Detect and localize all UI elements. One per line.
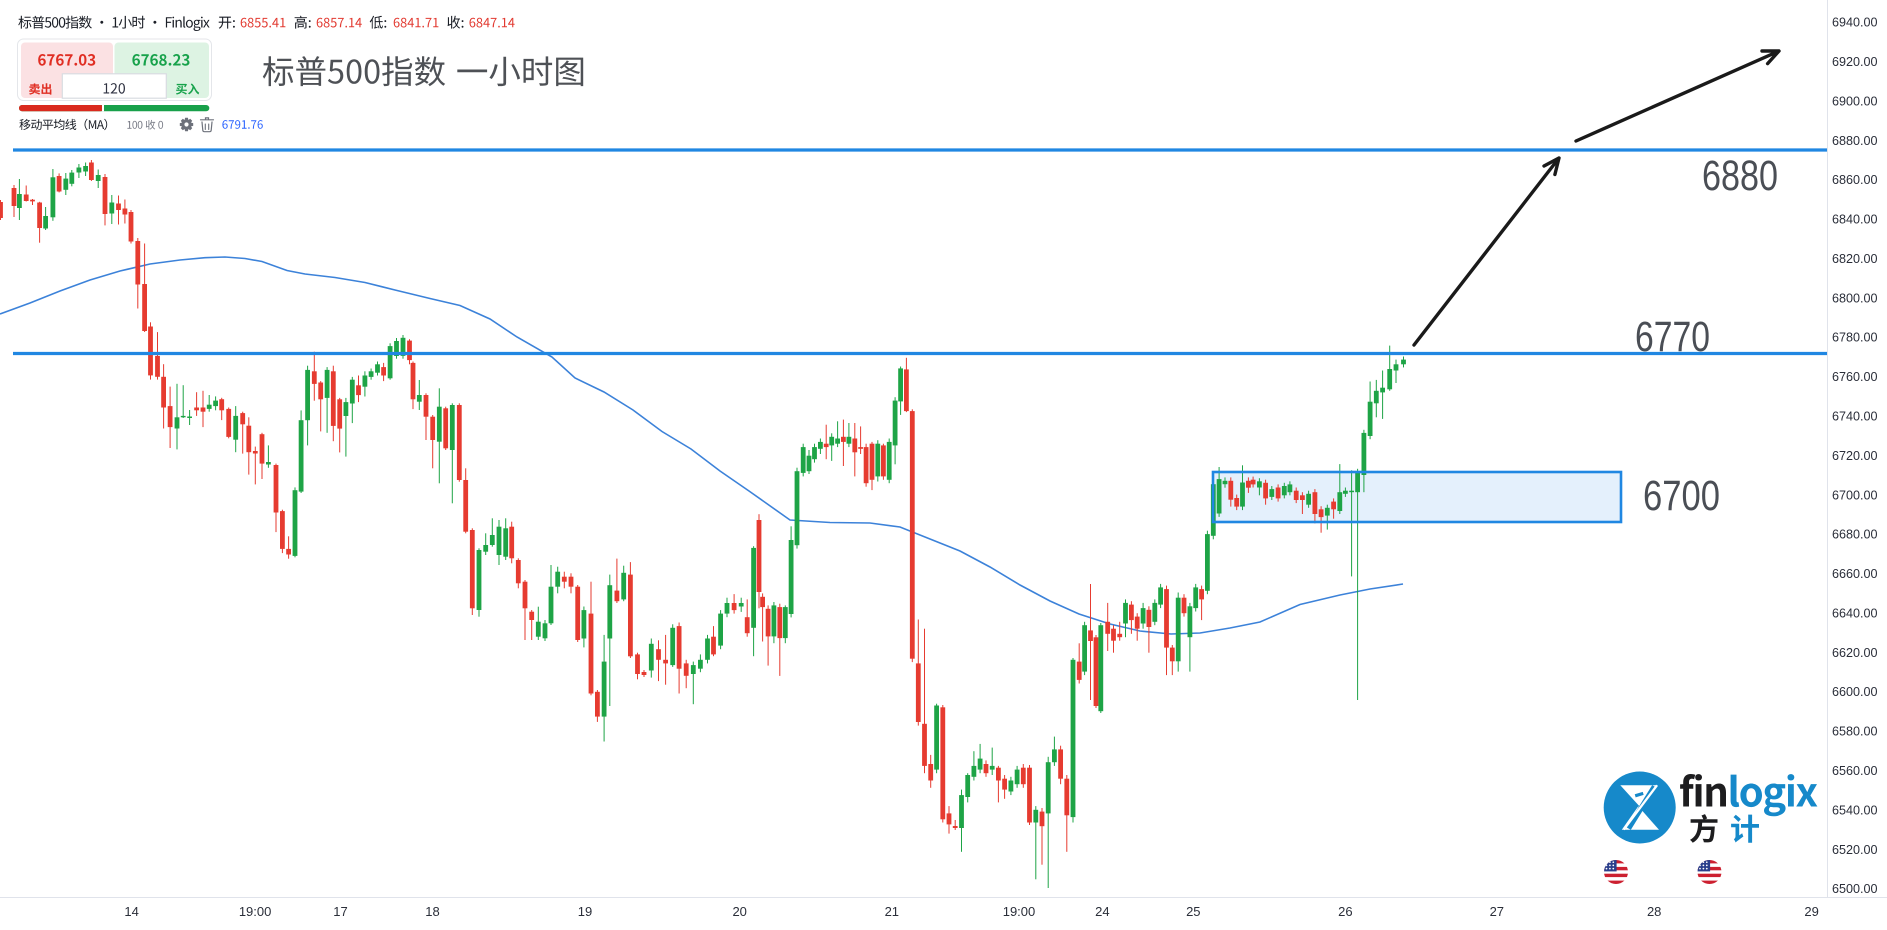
svg-text:6940.00: 6940.00	[1832, 15, 1878, 30]
svg-text:25: 25	[1186, 904, 1200, 919]
svg-text:6700.00: 6700.00	[1832, 487, 1878, 502]
svg-text:6720.00: 6720.00	[1832, 448, 1878, 463]
svg-text:14: 14	[124, 904, 138, 919]
svg-text:26: 26	[1338, 904, 1352, 919]
svg-text:6860.00: 6860.00	[1832, 172, 1878, 187]
svg-text:6700: 6700	[1643, 472, 1720, 520]
svg-text:17: 17	[333, 904, 347, 919]
svg-text:20: 20	[732, 904, 746, 919]
svg-text:18: 18	[425, 904, 439, 919]
svg-text:19:00: 19:00	[239, 904, 272, 919]
svg-text:6800.00: 6800.00	[1832, 290, 1878, 305]
svg-text:6770: 6770	[1635, 313, 1710, 361]
svg-text:6760.00: 6760.00	[1832, 369, 1878, 384]
svg-text:6580.00: 6580.00	[1832, 724, 1878, 739]
svg-text:6600.00: 6600.00	[1832, 684, 1878, 699]
svg-text:6820.00: 6820.00	[1832, 251, 1878, 266]
svg-text:6920.00: 6920.00	[1832, 54, 1878, 69]
svg-text:6500.00: 6500.00	[1832, 881, 1878, 896]
svg-text:6560.00: 6560.00	[1832, 763, 1878, 778]
svg-text:6660.00: 6660.00	[1832, 566, 1878, 581]
svg-text:6540.00: 6540.00	[1832, 802, 1878, 817]
svg-text:21: 21	[885, 904, 899, 919]
svg-text:6780.00: 6780.00	[1832, 330, 1878, 345]
svg-text:29: 29	[1804, 904, 1818, 919]
svg-text:6520.00: 6520.00	[1832, 842, 1878, 857]
svg-text:27: 27	[1490, 904, 1504, 919]
svg-text:6640.00: 6640.00	[1832, 606, 1878, 621]
svg-text:6900.00: 6900.00	[1832, 93, 1878, 108]
svg-text:6880: 6880	[1702, 152, 1778, 200]
svg-text:24: 24	[1095, 904, 1109, 919]
svg-text:6620.00: 6620.00	[1832, 645, 1878, 660]
svg-text:19: 19	[578, 904, 592, 919]
svg-text:6840.00: 6840.00	[1832, 212, 1878, 227]
svg-text:28: 28	[1647, 904, 1661, 919]
svg-text:6680.00: 6680.00	[1832, 527, 1878, 542]
svg-text:19:00: 19:00	[1003, 904, 1036, 919]
svg-text:6740.00: 6740.00	[1832, 409, 1878, 424]
svg-text:6880.00: 6880.00	[1832, 133, 1878, 148]
